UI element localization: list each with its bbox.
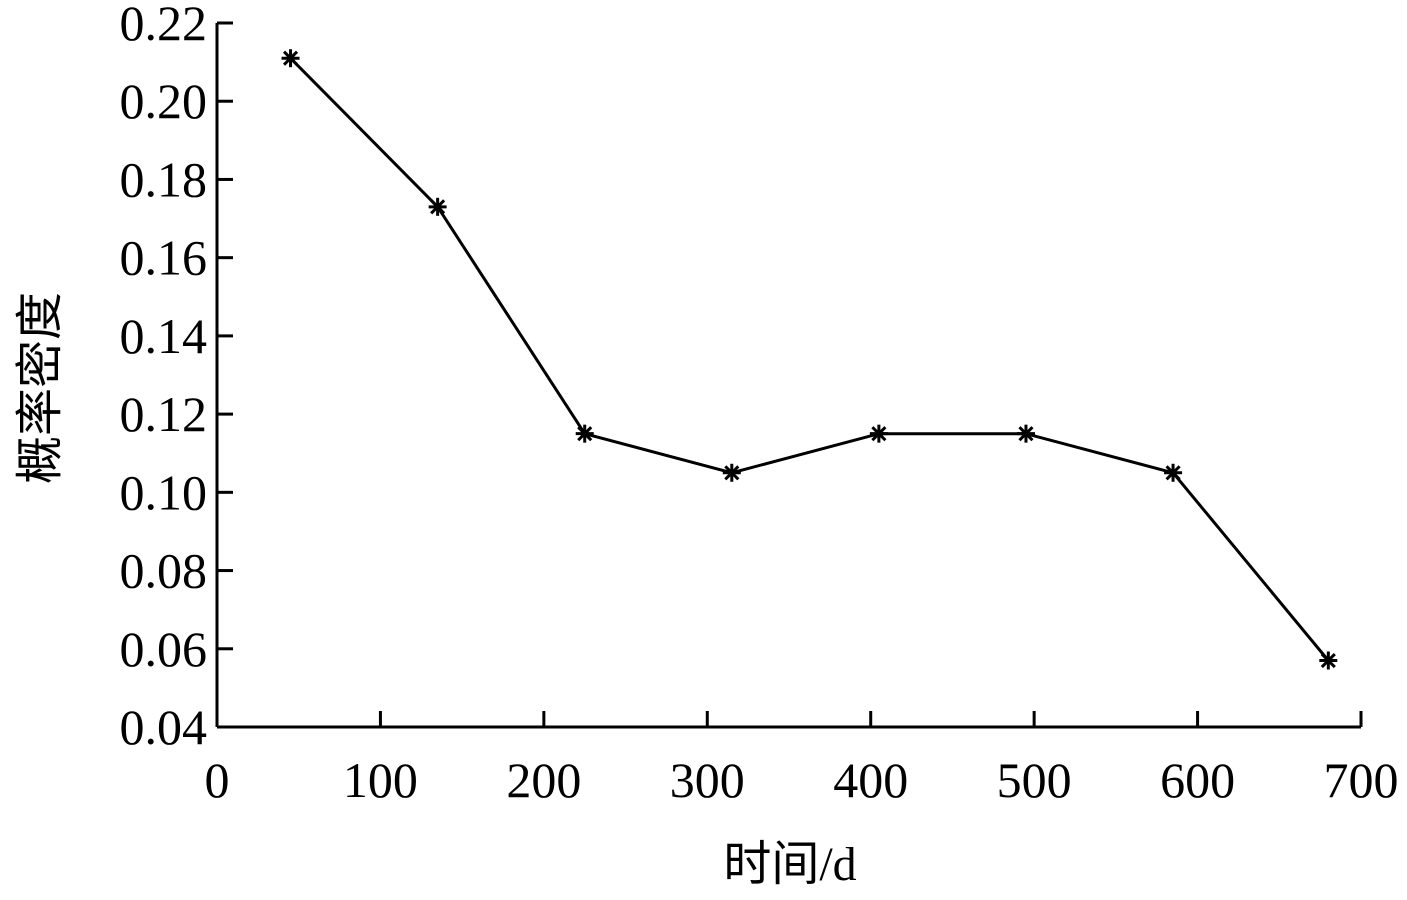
y-tick-label: 0.14 [120,308,208,364]
data-point-marker [1319,651,1338,670]
y-tick-label: 0.22 [120,0,208,51]
y-tick-label: 0.12 [120,386,208,442]
y-tick-label: 0.20 [120,73,208,129]
x-tick-label: 400 [833,752,908,808]
x-ticks: 0 100 200 300 400 500 600 700 [205,711,1399,808]
y-tick-label: 0.04 [120,699,208,755]
x-tick-label: 200 [506,752,581,808]
x-tick-label: 300 [670,752,745,808]
y-tick-label: 0.08 [120,543,208,599]
x-tick-label: 500 [997,752,1072,808]
x-tick-label: 700 [1324,752,1399,808]
series-line [289,57,1330,662]
y-tick-label: 0.10 [120,464,208,520]
data-point-marker [869,424,888,443]
y-axis-title: 概率密度 [14,292,67,484]
data-point-marker [281,49,300,68]
series-group [281,49,1338,670]
x-axis-title: 时间/d [723,838,856,891]
y-tick-label: 0.16 [120,230,208,286]
y-tick-label: 0.06 [120,621,208,677]
data-point-marker [575,424,594,443]
data-point-marker [722,463,741,482]
y-tick-label: 0.18 [120,151,208,207]
data-point-marker [428,197,447,216]
y-ticks: 0.04 0.06 0.08 0.10 0.12 0.14 0.16 0.18 0.20 0.22 [120,0,233,755]
x-tick-label: 100 [343,752,418,808]
data-point-marker [1164,463,1183,482]
data-point-marker [1016,424,1035,443]
x-tick-label: 600 [1160,752,1235,808]
x-tick-label: 0 [205,752,230,808]
axes [215,23,1361,729]
